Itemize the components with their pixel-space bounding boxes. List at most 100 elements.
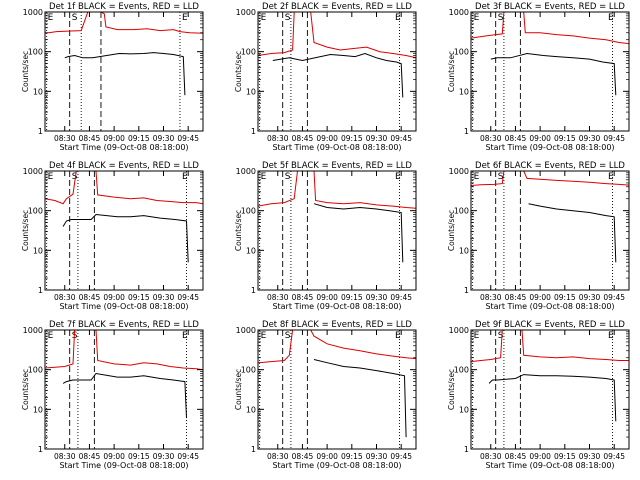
event-marker-e: E [474, 331, 480, 341]
x-tick-label: 08:30 [54, 452, 76, 461]
x-axis-label: Start Time (09-Oct-08 08:18:00) [59, 302, 188, 311]
y-tick-label: 1 [464, 286, 469, 295]
plot-area [45, 12, 203, 96]
y-tick-label: 1 [251, 127, 256, 136]
panel-title: Det 4f BLACK = Events, RED = LLD [49, 161, 199, 171]
x-tick-label: 09:15 [554, 134, 576, 143]
x-tick-label: 08:45 [292, 134, 314, 143]
x-axis-label: Start Time (09-Oct-08 08:18:00) [59, 143, 188, 152]
x-tick-label: 08:45 [79, 452, 101, 461]
series-events-line [64, 52, 186, 96]
y-tick-label: 10 [246, 246, 256, 255]
y-tick-label: 1000 [449, 8, 469, 17]
x-tick-label: 09:45 [603, 134, 625, 143]
x-tick-label: 08:45 [505, 293, 527, 302]
event-marker-e: E [261, 172, 267, 182]
y-axis-label: Counts/sec [234, 51, 243, 92]
plot-frame [257, 11, 417, 132]
x-tick-label: 08:30 [267, 134, 289, 143]
y-tick-label: 1000 [23, 167, 43, 176]
series-lld-line [471, 171, 629, 186]
plot-area [258, 171, 416, 263]
series-lld-line [258, 330, 416, 364]
x-tick-label: 09:00 [103, 293, 125, 302]
event-marker-e: E [608, 13, 614, 23]
x-tick-label: 09:30 [153, 134, 175, 143]
panel-title: Det 2f BLACK = Events, RED = LLD [262, 2, 412, 12]
panel-title: Det 3f BLACK = Events, RED = LLD [475, 2, 625, 12]
event-marker-e: E [261, 13, 267, 23]
y-tick-label: 10 [459, 87, 469, 96]
series-events-line [272, 52, 404, 98]
y-axis-label: Counts/sec [234, 369, 243, 410]
y-tick-label: 10 [33, 246, 43, 255]
event-marker-e: E [182, 172, 188, 182]
x-tick-label: 09:30 [366, 134, 388, 143]
plot-frame [44, 170, 204, 291]
y-tick-label: 100 [454, 366, 469, 375]
event-marker-e: E [395, 172, 401, 182]
y-tick-label: 10 [246, 405, 256, 414]
series-events-line [313, 359, 407, 438]
event-marker-s: S [498, 13, 504, 23]
y-tick-label: 10 [33, 87, 43, 96]
y-tick-label: 10 [459, 246, 469, 255]
x-tick-label: 09:15 [554, 293, 576, 302]
x-tick-label: 09:00 [529, 452, 551, 461]
event-marker-e: E [182, 331, 188, 341]
x-tick-label: 09:45 [603, 452, 625, 461]
x-tick-label: 09:45 [177, 293, 199, 302]
x-tick-label: 08:45 [79, 134, 101, 143]
event-marker-e: E [474, 13, 480, 23]
event-marker-e: E [608, 172, 614, 182]
x-tick-label: 08:45 [79, 293, 101, 302]
y-tick-label: 1 [38, 286, 43, 295]
x-axis-label: Start Time (09-Oct-08 08:18:00) [272, 302, 401, 311]
x-tick-label: 09:15 [128, 134, 150, 143]
y-tick-label: 100 [28, 48, 43, 57]
series-events-line [313, 203, 404, 263]
x-tick-label: 09:45 [603, 293, 625, 302]
x-tick-label: 09:15 [554, 452, 576, 461]
y-tick-label: 1 [38, 445, 43, 454]
x-tick-label: 09:30 [366, 293, 388, 302]
x-axis-label: Start Time (09-Oct-08 08:18:00) [272, 143, 401, 152]
event-marker-e: E [395, 331, 401, 341]
x-axis-label: Start Time (09-Oct-08 08:18:00) [59, 461, 188, 470]
x-tick-label: 09:15 [128, 452, 150, 461]
event-marker-s: S [285, 13, 291, 23]
x-tick-label: 08:30 [267, 452, 289, 461]
x-tick-label: 09:45 [177, 134, 199, 143]
event-marker-s: S [498, 331, 504, 341]
event-marker-e: E [261, 331, 267, 341]
event-marker-e: E [608, 331, 614, 341]
series-events-line [488, 374, 617, 422]
y-tick-label: 100 [241, 366, 256, 375]
x-tick-label: 09:15 [341, 452, 363, 461]
plot-area [471, 171, 629, 263]
x-tick-label: 08:45 [292, 293, 314, 302]
x-tick-label: 08:45 [292, 452, 314, 461]
y-tick-label: 1000 [23, 8, 43, 17]
series-lld-line [471, 330, 629, 363]
y-axis-label: Counts/sec [447, 369, 456, 410]
x-tick-label: 09:15 [341, 293, 363, 302]
plot-area [45, 330, 203, 419]
event-marker-e: E [182, 13, 188, 23]
x-axis-label: Start Time (09-Oct-08 08:18:00) [485, 461, 614, 470]
x-tick-label: 08:45 [505, 134, 527, 143]
x-tick-label: 09:30 [579, 293, 601, 302]
x-tick-label: 09:30 [579, 134, 601, 143]
event-marker-s: S [285, 172, 291, 182]
x-tick-label: 09:15 [341, 134, 363, 143]
plot-frame [44, 11, 204, 132]
y-tick-label: 100 [241, 207, 256, 216]
y-axis-label: Counts/sec [447, 210, 456, 251]
y-tick-label: 1 [251, 445, 256, 454]
x-tick-label: 09:45 [177, 452, 199, 461]
